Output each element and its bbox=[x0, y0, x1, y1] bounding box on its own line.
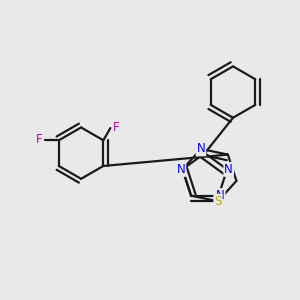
Text: S: S bbox=[214, 195, 222, 208]
Text: N: N bbox=[196, 142, 205, 155]
Text: N: N bbox=[177, 163, 185, 176]
Text: F: F bbox=[36, 133, 42, 146]
Text: N: N bbox=[216, 189, 224, 202]
Text: F: F bbox=[113, 121, 119, 134]
Text: N: N bbox=[224, 163, 233, 176]
